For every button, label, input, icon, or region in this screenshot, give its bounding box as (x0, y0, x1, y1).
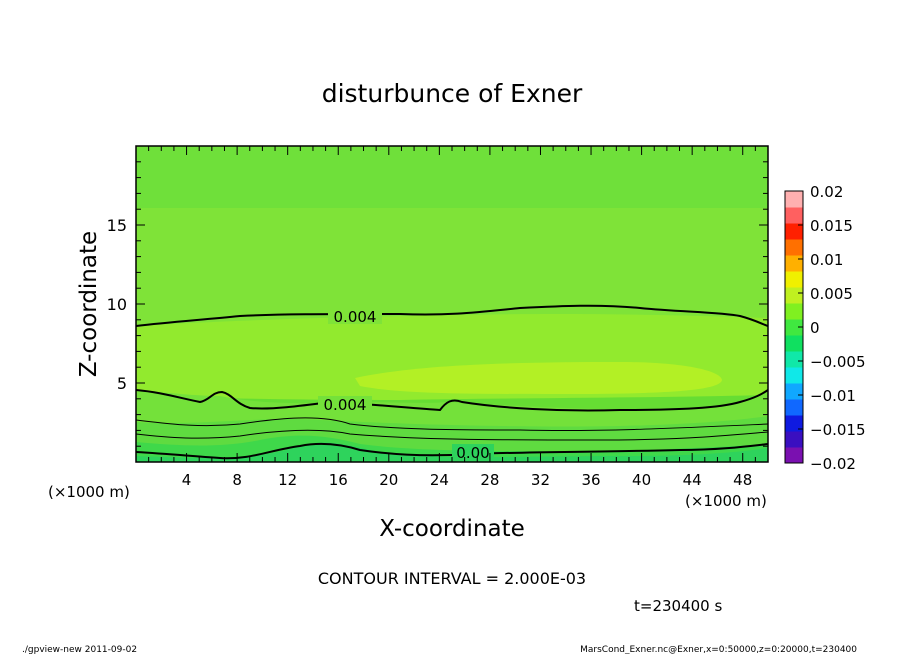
colorbar-tick-label: −0.015 (810, 421, 866, 439)
contour-interval-note: CONTOUR INTERVAL = 2.000E-03 (318, 569, 586, 588)
contour-label-bg-3 (452, 444, 494, 460)
contour-line-0.004-lower (135, 389, 769, 412)
colorbar-segment (785, 207, 803, 224)
x-tick-label: 8 (232, 471, 242, 489)
contour-label-lower: 0.004 (324, 396, 367, 414)
colorbar-segment (785, 255, 803, 272)
colorbar-tick-label: 0.01 (810, 251, 843, 269)
x-tick-label: 36 (581, 471, 600, 489)
contour-line-0.004-upper (135, 304, 769, 327)
colorbar-segment (785, 367, 803, 384)
colorbar-segment (785, 431, 803, 448)
time-stamp: t=230400 s (634, 597, 722, 615)
contour-label-zero: 0.00 (456, 444, 489, 462)
colorbar-tick-label: 0 (810, 319, 820, 337)
low-band-4 (136, 442, 768, 462)
plot-area: 0.004 0.004 0.00 (135, 145, 769, 463)
upper-band (136, 146, 768, 208)
colorbar-tick-label: −0.02 (810, 455, 856, 473)
y-tick-label: 5 (117, 374, 127, 393)
x-tick-label: 32 (531, 471, 550, 489)
y-axis-unit: (×1000 m) (48, 483, 130, 501)
colorbar-segment (785, 271, 803, 288)
x-tick-label: 28 (480, 471, 499, 489)
y-tick-label: 10 (107, 295, 127, 314)
colorbar-segment (785, 223, 803, 240)
x-tick-label: 40 (632, 471, 651, 489)
colorbar-segment (785, 399, 803, 416)
colorbar-tick-label: 0.015 (810, 217, 853, 235)
footer-left: ./gpview-new 2011-09-02 (22, 645, 137, 654)
colorbar-tick-label: −0.01 (810, 387, 856, 405)
middle-band-upper (136, 208, 768, 326)
contour-label-bg-1 (328, 308, 382, 324)
colorbar-segment (785, 415, 803, 432)
colorbar-tick-label: −0.005 (810, 353, 866, 371)
contour-line-0.001 (135, 429, 769, 441)
footer-right: MarsCond_Exner.nc@Exner,x=0:50000,z=0:20… (580, 645, 857, 654)
x-tick-label: 4 (182, 471, 192, 489)
y-tick-label: 15 (107, 216, 127, 235)
colorbar-segment (785, 447, 803, 464)
colorbar-segment (785, 383, 803, 400)
x-axis-label: X-coordinate (379, 516, 525, 542)
x-axis-unit: (×1000 m) (685, 492, 767, 510)
colorbar-segment (785, 239, 803, 256)
colorbar-segment (785, 319, 803, 336)
x-tick-label: 24 (430, 471, 449, 489)
x-tick-label: 12 (278, 471, 297, 489)
x-tick-label: 44 (683, 471, 702, 489)
contour-line-0.002 (135, 417, 769, 432)
x-axis-ticks: 4 8 12 16 20 24 28 32 36 40 44 48 (148, 146, 756, 489)
colorbar-segment (785, 303, 803, 320)
colorbar-tick-label: 0.02 (810, 183, 843, 201)
max-region (355, 362, 722, 394)
contour-line-0.00 (135, 442, 769, 460)
colorbar-segment (785, 351, 803, 368)
colorbar-segment (785, 191, 803, 208)
y-axis-label: Z-coordinate (76, 231, 102, 377)
contour-label-bg-2 (318, 396, 372, 412)
x-tick-label: 16 (329, 471, 348, 489)
y-axis-ticks: 5 10 15 (107, 161, 768, 447)
x-tick-label: 20 (379, 471, 398, 489)
colorbar-tick-label: 0.005 (810, 285, 853, 303)
colorbar-segment (785, 335, 803, 352)
colorbar-segment (785, 287, 803, 304)
contour-label-upper: 0.004 (334, 308, 377, 326)
chart-title: disturbunce of Exner (322, 79, 583, 108)
colorbar: 0.02 0.015 0.01 0.005 0 −0.005 −0.01 −0.015 −0.0… (784, 183, 866, 473)
x-tick-label: 48 (733, 471, 752, 489)
